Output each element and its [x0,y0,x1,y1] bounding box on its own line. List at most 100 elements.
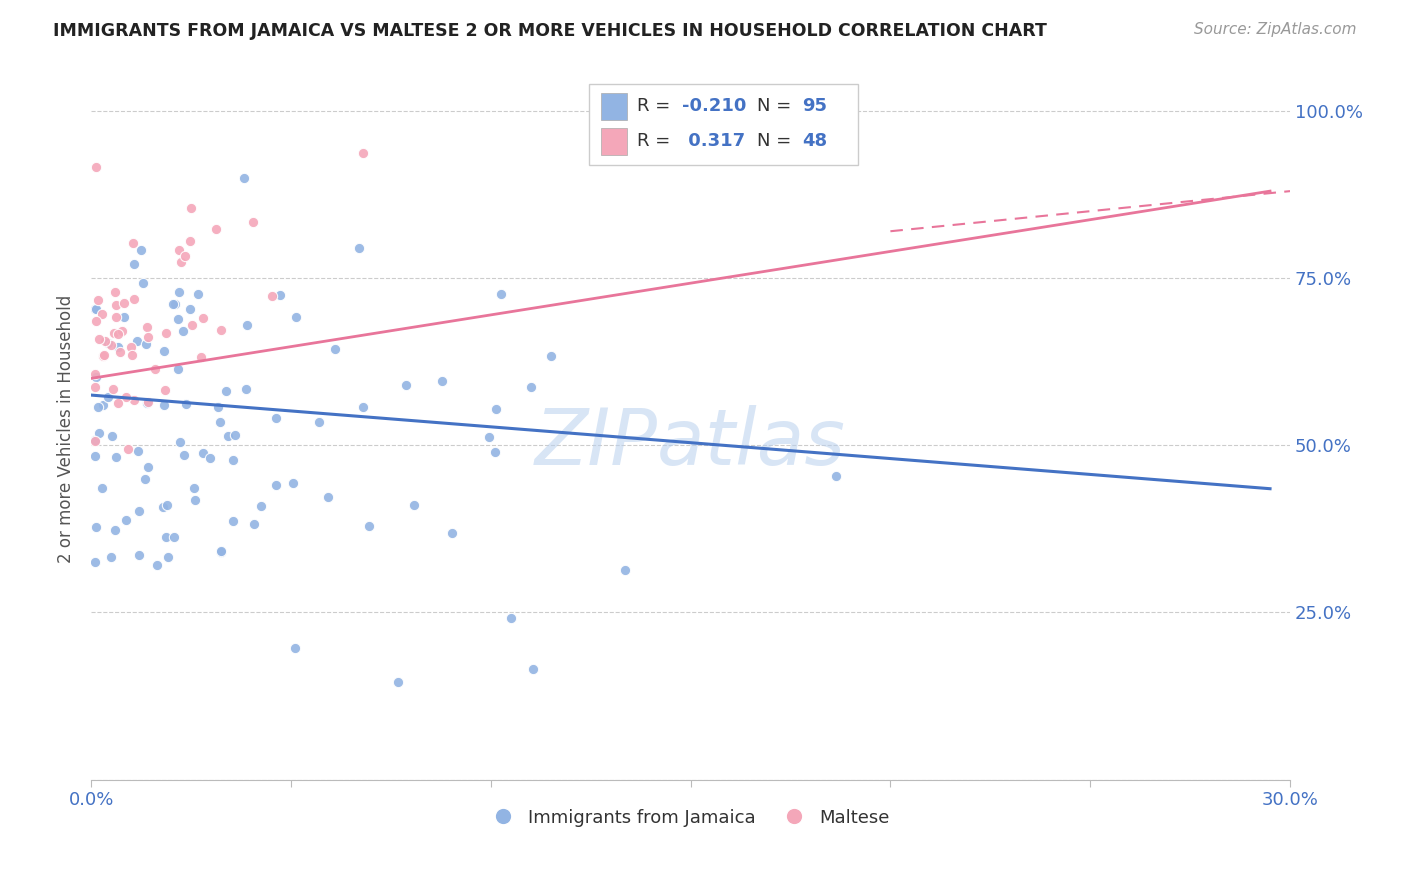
Point [153,383,176,397]
Point [170,254,193,268]
Point [87,425,110,440]
Point [115,513,138,527]
Point [132,276,155,290]
Point [179,301,201,316]
Point [236,318,259,333]
Point [207,401,229,415]
Point [522,662,544,676]
Text: R =: R = [637,97,676,115]
Point [441,526,464,541]
Point [90,481,112,495]
Point [107,395,129,409]
Point [120,340,142,354]
Point [825,469,848,483]
Point [181,318,204,332]
Point [136,330,159,344]
Point [134,472,156,486]
Point [155,530,177,544]
Point [121,348,143,362]
Point [136,320,159,334]
Point [87,293,110,307]
Point [260,289,283,303]
Point [84,161,107,175]
Point [180,202,202,216]
Point [432,374,454,388]
Point [352,400,374,414]
Point [614,563,637,577]
Point [347,241,370,255]
Point [352,145,374,160]
Point [128,549,150,563]
Point [93,398,115,412]
Point [135,337,157,351]
Point [105,298,128,312]
Point [404,498,426,512]
Text: ZIPatlas: ZIPatlas [536,405,846,481]
Text: R =: R = [637,132,676,151]
Point [89,332,111,346]
Point [249,499,271,513]
Text: -0.210: -0.210 [682,97,747,115]
Point [520,380,543,394]
Point [167,311,190,326]
Point [184,493,207,508]
Point [104,450,127,464]
Point [209,544,232,558]
Legend: Immigrants from Jamaica, Maltese: Immigrants from Jamaica, Maltese [485,801,897,834]
Point [91,349,114,363]
Point [173,448,195,462]
Point [484,444,506,458]
Point [87,400,110,414]
Point [395,377,418,392]
Point [84,368,107,382]
Point [91,307,114,321]
Point [111,324,134,338]
Point [97,390,120,404]
Y-axis label: 2 or more Vehicles in Household: 2 or more Vehicles in Household [58,294,75,563]
Point [323,342,346,356]
Point [108,345,131,359]
Point [183,481,205,495]
Point [174,249,197,263]
Point [84,370,107,384]
Text: Source: ZipAtlas.com: Source: ZipAtlas.com [1194,22,1357,37]
Point [101,429,124,443]
Point [84,433,107,447]
Point [129,243,152,257]
Point [107,326,129,341]
Point [193,445,215,459]
Point [112,310,135,324]
Point [269,287,291,301]
Point [243,517,266,532]
Point [284,640,307,655]
Point [155,326,177,340]
Point [485,402,508,417]
Point [224,427,246,442]
FancyBboxPatch shape [589,85,859,165]
Point [145,558,167,572]
Point [264,477,287,491]
Point [162,297,184,311]
Point [499,611,522,625]
Point [357,519,380,533]
Point [187,286,209,301]
Point [97,335,120,350]
Point [211,323,233,337]
Point [107,340,129,354]
Point [217,429,239,443]
Point [283,476,305,491]
Point [166,362,188,376]
Point [105,310,128,324]
Point [112,296,135,310]
Point [233,170,256,185]
Point [94,334,117,349]
Point [172,324,194,338]
Point [165,297,187,311]
Point [103,326,125,340]
Point [489,287,512,301]
Point [190,350,212,364]
Text: 0.317: 0.317 [682,132,745,151]
Point [84,434,107,449]
Point [215,384,238,399]
Point [308,415,330,429]
